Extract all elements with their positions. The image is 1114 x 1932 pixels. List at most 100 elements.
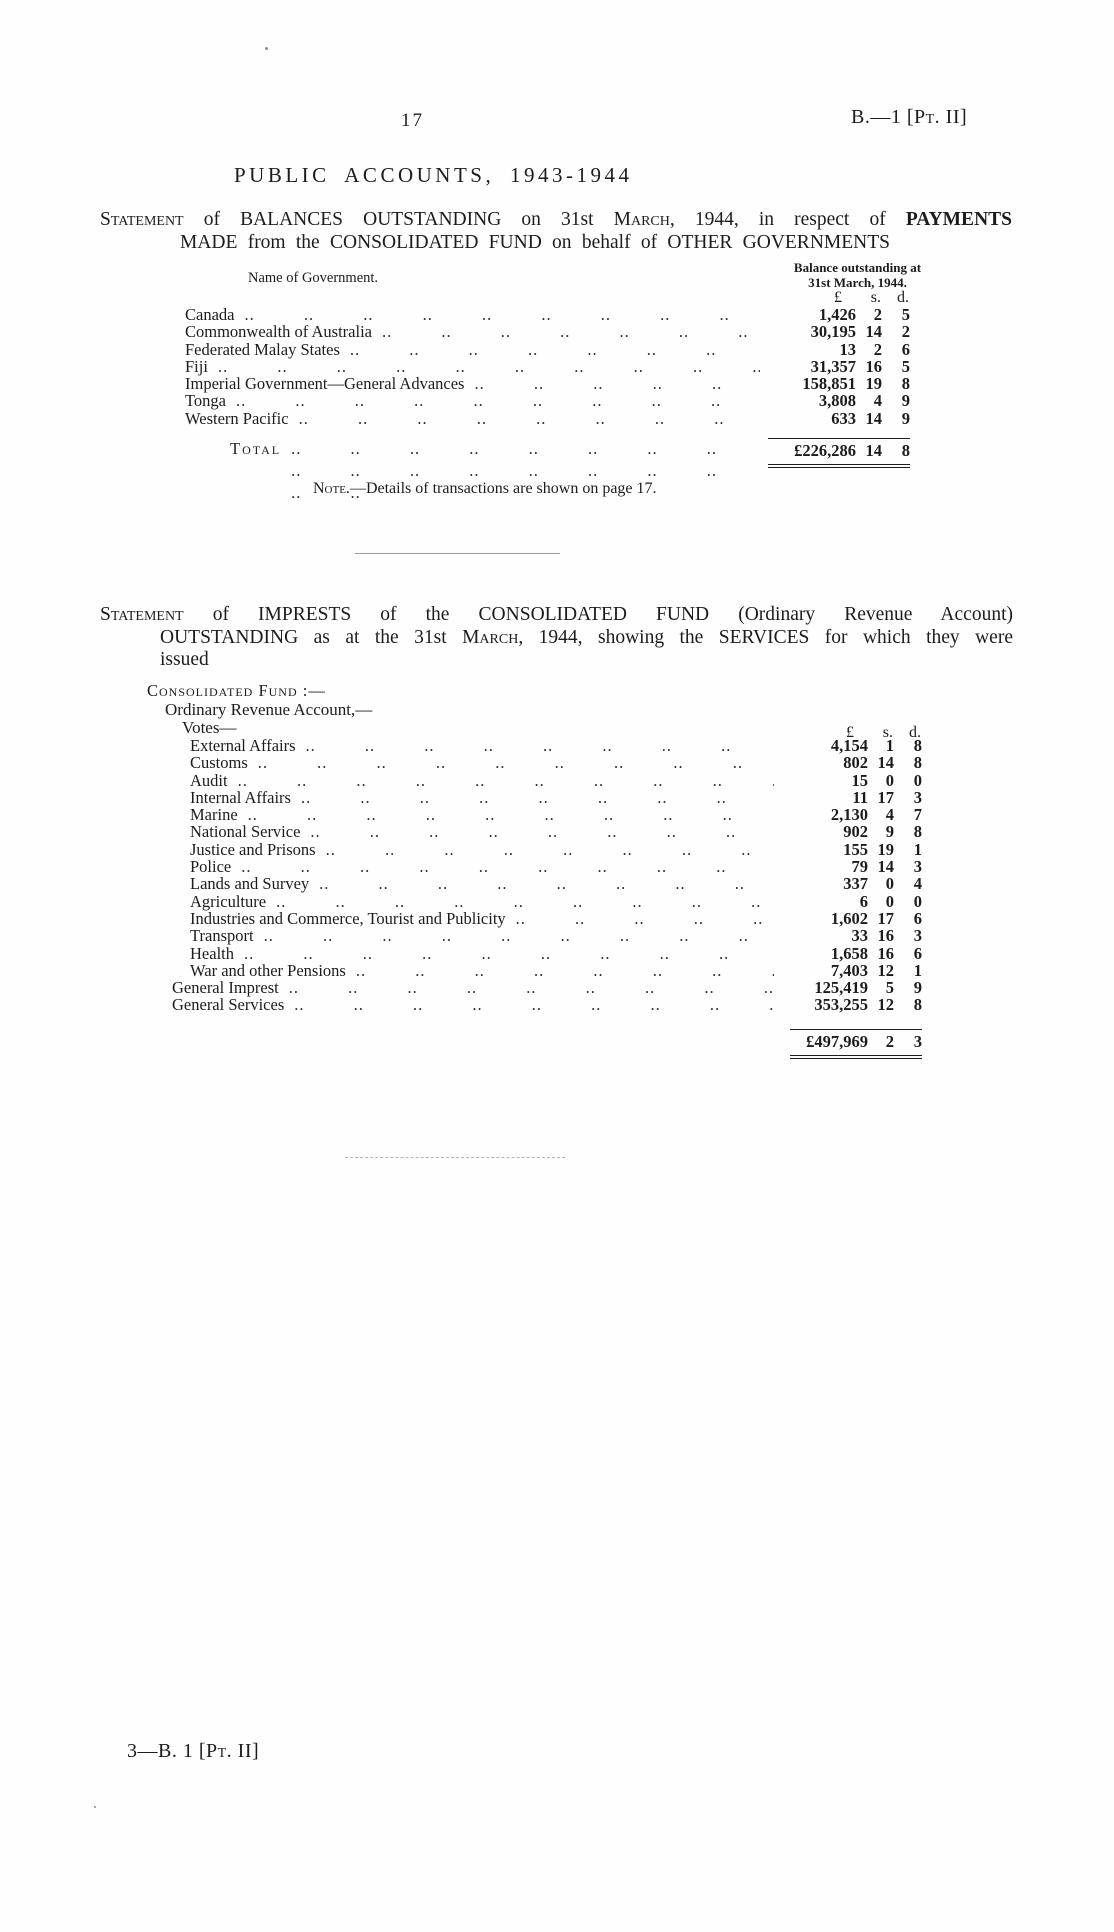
row-label: Marine [190, 805, 238, 825]
table-row: Health .. .. .. .. .. .. .. .. .. .. .. … [172, 943, 922, 963]
row-label: Police [190, 857, 232, 877]
row-pounds: 1,658 [830, 943, 868, 963]
leader-dots: .. .. .. .. .. .. .. .. .. .. .. .. .. .… [298, 409, 760, 428]
currency-header-row-1: £ s. d. [185, 289, 910, 307]
table-row: Internal Affairs .. .. .. .. .. .. .. ..… [172, 787, 922, 807]
row-pence: 8 [913, 995, 922, 1015]
row-label: Transport [190, 926, 254, 946]
row-pence: 8 [901, 374, 910, 394]
leader-dots: .. .. .. .. .. .. .. .. .. .. .. .. .. .… [247, 806, 774, 824]
row-pounds: 1,602 [830, 908, 868, 928]
row-pence: 2 [901, 322, 910, 342]
row-pence: 3 [913, 926, 922, 946]
row-shillings: 0 [885, 770, 894, 790]
row-label: Federated Malay States [185, 339, 340, 359]
row-shillings: 0 [885, 891, 894, 911]
leader-dots: .. .. .. .. .. .. .. .. .. .. .. .. .. .… [300, 788, 774, 807]
note-text: —Details of transactions are shown on pa… [349, 480, 657, 497]
row-label: National Service [190, 822, 301, 842]
statement1-line1: Statement of BALANCES OUTSTANDING on 31s… [100, 209, 1012, 232]
leader-dots: .. .. .. .. .. .. .. .. .. .. .. .. .. .… [263, 927, 774, 945]
row-pounds: 4,154 [830, 736, 868, 755]
imprests-table-body: External Affairs .. .. .. .. .. .. .. ..… [172, 737, 922, 1014]
row-pence: 0 [913, 891, 922, 911]
footer-reference: 3—B. 1 [Pt. II] [127, 1740, 260, 1762]
table-row: National Service .. .. .. .. .. .. .. ..… [172, 822, 922, 842]
statement1-text-a: of BALANCES OUTSTANDING on 31st [183, 209, 614, 230]
table-row: Police .. .. .. .. .. .. .. .. .. .. .. … [172, 857, 922, 877]
row-pence: 8 [913, 753, 922, 773]
statement1-text-b: , 1944, in respect of [669, 209, 906, 230]
leader-dots: .. .. .. .. .. .. .. .. .. .. .. .. .. .… [291, 439, 717, 502]
row-shillings: 14 [877, 753, 895, 773]
row-shillings: 0 [885, 874, 894, 894]
row-shillings: 17 [877, 908, 895, 928]
leader-dots: .. .. .. .. .. .. .. .. .. .. .. .. .. .… [276, 892, 774, 910]
leader-dots: .. .. .. .. .. .. .. .. .. .. .. .. .. .… [310, 823, 774, 841]
document-reference: B.—1 [Pt. II] [851, 106, 968, 128]
row-label: Internal Affairs [190, 787, 291, 807]
payments-word: PAYMENTS [905, 209, 1012, 230]
leader-dots: .. .. .. .. .. .. .. .. .. .. .. .. .. .… [305, 737, 774, 755]
bottom-divider [345, 1157, 565, 1158]
row-pounds: 11 [852, 787, 868, 807]
name-of-government-header: Name of Government. [248, 270, 379, 286]
statement2-line2: OUTSTANDING as at the 31st March, 1944, … [160, 627, 1013, 650]
row-pounds: 158,851 [802, 374, 856, 394]
row-pence: 0 [913, 770, 922, 790]
leader-dots: .. .. .. .. .. .. .. .. .. .. .. .. .. .… [325, 840, 774, 859]
row-pounds: 6 [859, 891, 868, 911]
row-shillings: 4 [873, 391, 882, 411]
row-pence: 7 [913, 805, 922, 825]
row-label: Western Pacific [185, 408, 289, 428]
scan-speck [94, 1806, 96, 1808]
statement2-text-b: OUTSTANDING as at the 31st [160, 626, 463, 648]
statement2-line1: Statement of IMPRESTS of the CONSOLIDATE… [100, 604, 1013, 627]
table-row: Audit .. .. .. .. .. .. .. .. .. .. .. .… [172, 770, 922, 790]
row-shillings: 2 [873, 339, 882, 359]
balance-header-line1: Balance outstanding at [793, 260, 922, 275]
balance-header-line2: 31st March, 1944. [808, 274, 907, 290]
footnote: Note.—Details of transactions are shown … [313, 480, 657, 498]
row-pence: 1 [913, 960, 922, 980]
row-label: Audit [190, 770, 228, 790]
row-label: Health [190, 943, 234, 963]
total-pounds: £497,969 [806, 1032, 868, 1051]
row-shillings: 9 [885, 822, 894, 842]
scan-speck [265, 47, 268, 50]
leader-dots: .. .. .. .. .. .. .. .. .. .. .. .. .. .… [241, 858, 774, 876]
table-row: Lands and Survey .. .. .. .. .. .. .. ..… [172, 874, 922, 894]
row-pence: 9 [913, 978, 922, 998]
statement2-text-c: , 1944, showing the SERVICES for which t… [518, 626, 1013, 648]
row-pence: 9 [901, 391, 910, 411]
row-shillings: 14 [877, 857, 895, 877]
total-pence: 3 [913, 1032, 922, 1051]
table-row: Canada .. .. .. .. .. .. .. .. .. .. .. … [185, 306, 910, 324]
leader-dots: .. .. .. .. .. .. .. .. .. .. .. .. .. .… [355, 961, 774, 980]
statement-word: Statement [100, 209, 184, 230]
total-shillings: 2 [885, 1032, 894, 1051]
row-label: Fiji [185, 356, 208, 376]
row-shillings: 5 [885, 978, 894, 998]
table-row: Imperial Government—General Advances .. … [185, 374, 910, 394]
leader-dots: .. .. .. .. .. .. .. .. .. .. .. .. .. .… [349, 340, 760, 358]
row-pence: 3 [913, 857, 922, 877]
row-shillings: 16 [877, 943, 895, 963]
row-pence: 8 [913, 736, 922, 755]
total-pence: 8 [901, 441, 910, 460]
row-pounds: 13 [839, 339, 857, 359]
row-label: Industries and Commerce, Tourist and Pub… [190, 908, 506, 928]
votes-heading: Votes— [182, 718, 237, 737]
row-pounds: 79 [851, 857, 869, 877]
table-row: General Imprest .. .. .. .. .. .. .. .. … [172, 978, 922, 998]
table-row: Commonwealth of Australia .. .. .. .. ..… [185, 322, 910, 342]
row-pence: 8 [913, 822, 922, 842]
balance-outstanding-header: Balance outstanding at 31st March, 1944. [780, 260, 935, 290]
total-label: Total [230, 439, 282, 458]
row-pence: 6 [913, 943, 922, 963]
statement1-line2: MADE from the CONSOLIDATED FUND on behal… [180, 231, 890, 253]
total-shillings: 14 [865, 441, 883, 460]
row-pounds: 2,130 [830, 805, 868, 825]
table-row: External Affairs .. .. .. .. .. .. .. ..… [172, 736, 922, 755]
row-shillings: 14 [865, 322, 883, 342]
